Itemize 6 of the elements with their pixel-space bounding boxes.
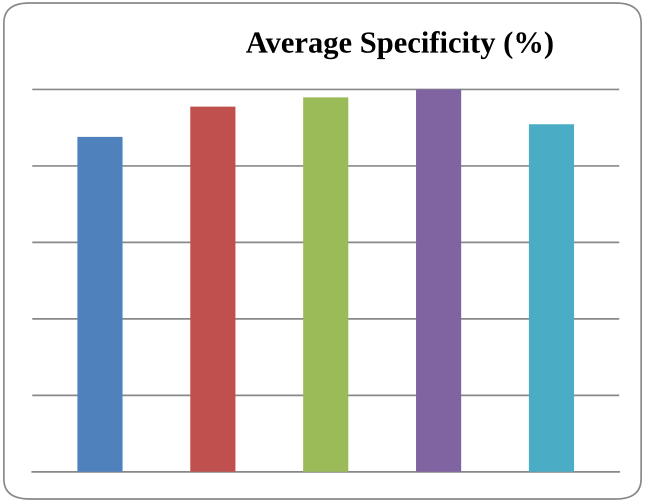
bar [77,136,123,472]
bar [303,97,348,472]
bar [528,124,574,472]
bar [190,106,236,472]
chart-title: Average Specificity (%) [246,31,553,60]
bar [416,89,462,472]
